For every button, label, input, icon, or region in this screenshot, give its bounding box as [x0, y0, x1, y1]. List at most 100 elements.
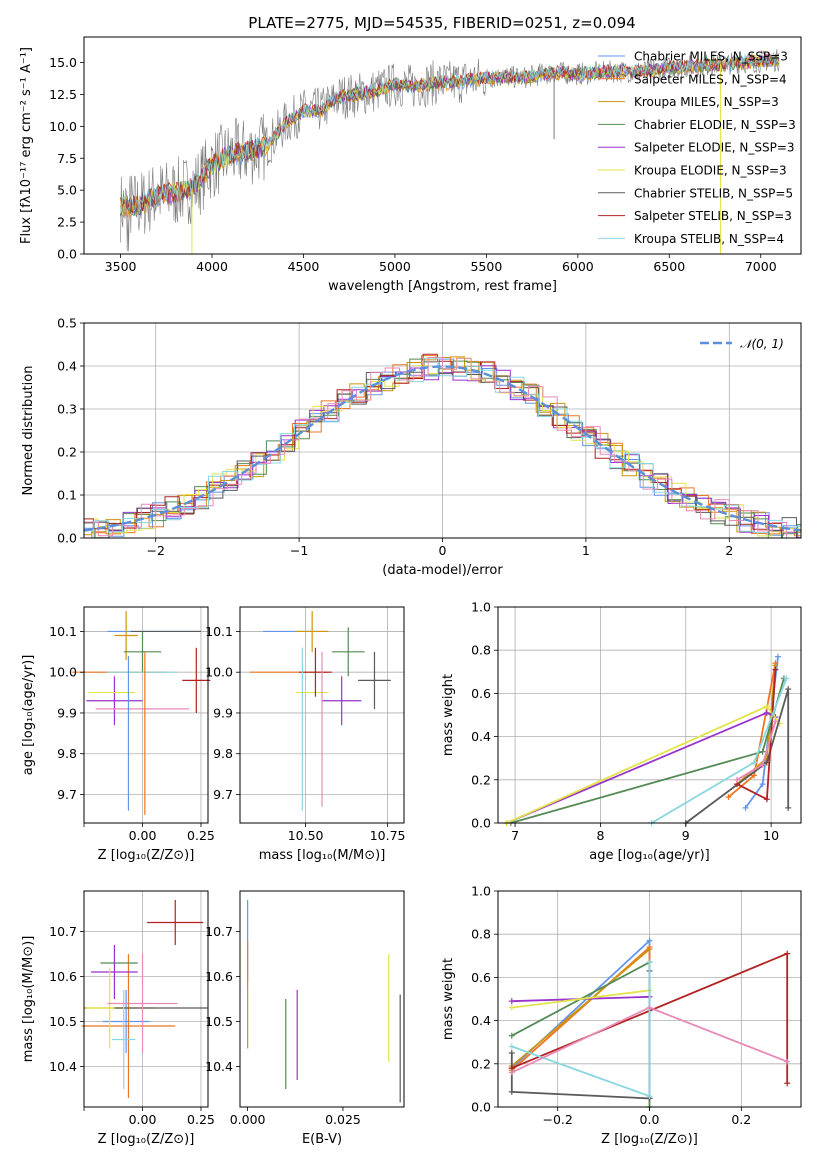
y-tick-label: 10.5	[49, 1014, 77, 1029]
y-axis-label: Normed distribution	[21, 366, 36, 496]
x-tick-label: 1	[582, 543, 590, 558]
y-tick-label: 0.2	[471, 772, 491, 787]
residual-histogram-3	[84, 356, 801, 536]
age-vs-z-frame	[83, 606, 209, 824]
x-tick-label: 0	[439, 543, 447, 558]
x-tick-label: 6500	[653, 259, 685, 274]
age-vs-mass-panel: 10.50 10.75 9.7 9.8 9.9 10.0 10.1 mass [log₁₀(M…	[205, 606, 405, 863]
weight-point	[785, 686, 792, 693]
errorbar-point	[123, 631, 162, 673]
y-tick-label: 1.0	[471, 884, 491, 899]
mass-vs-ebv-panel: 0.000 0.025 10.4 10.5 10.6 10.7 E(B-V)	[205, 890, 405, 1147]
weight-point	[759, 761, 766, 768]
weight-vs-z-plot-area	[508, 937, 791, 1110]
x-axis-label: age [log₁₀(age/yr)]	[589, 848, 710, 863]
weight-series-7	[685, 688, 790, 824]
mass-vs-z-panel: 0.00 0.25 10.4 10.5 10.6 10.7 Z [log₁₀(Z/Z⊙)] m…	[21, 890, 215, 1147]
weight-series-4	[511, 960, 651, 1107]
normal-curve	[84, 365, 801, 532]
x-tick-label: 7000	[745, 259, 777, 274]
errorbar-point	[331, 627, 365, 677]
errorbar-point	[107, 954, 178, 1053]
x-tick-label: 10	[763, 828, 779, 843]
weight-point	[508, 1050, 515, 1056]
weight-point	[783, 675, 790, 682]
y-tick-label: 2.5	[57, 215, 77, 230]
mass-vs-ebv-frame	[239, 890, 405, 1108]
y-tick-label: 10.0	[49, 665, 77, 680]
y-axis-label: mass weight	[441, 958, 456, 1040]
y-tick-label: 10.5	[205, 1014, 233, 1029]
y-tick-label: 0.2	[57, 445, 77, 460]
x-axis-label: (data-model)/error	[382, 563, 503, 578]
model-line-9	[120, 52, 780, 214]
weight-vs-age-frame	[497, 606, 802, 824]
x-axis-label: Z [log₁₀(Z/Z⊙)]	[98, 848, 195, 863]
x-tick-label: 2	[725, 543, 733, 558]
y-tick-label: 0.0	[57, 247, 77, 262]
errorbar-point	[299, 647, 332, 697]
x-tick-label: 8	[596, 828, 604, 843]
x-tick-label: 0.00	[129, 1112, 157, 1127]
y-tick-label: 0.0	[471, 816, 491, 831]
legend-label: 𝒩(0, 1)	[740, 337, 784, 351]
y-tick-label: 10.6	[49, 969, 77, 984]
model-line-7	[120, 53, 780, 216]
errorbar-point	[114, 611, 138, 660]
errorbar-point	[147, 900, 204, 945]
y-tick-label: 9.8	[213, 746, 233, 761]
weight-point	[751, 759, 758, 766]
errorbar-point	[86, 676, 143, 726]
errorbar-point	[322, 676, 362, 726]
y-tick-label: 0.2	[471, 1056, 491, 1071]
y-axis-label: age [log₁₀(age/yr)]	[21, 655, 36, 776]
legend-label: Salpeter ELODIE, N_SSP=3	[634, 141, 795, 155]
x-tick-label: 0.25	[187, 828, 215, 843]
y-axis-label: mass [log₁₀(M/M⊙)]	[21, 936, 36, 1063]
weight-vs-age-grid	[498, 606, 801, 824]
age-vs-z-panel: 0.00 0.25 9.7 9.8 9.9 10.0 10.1 Z [log₁₀(Z/Z⊙)]…	[21, 606, 215, 863]
model-line-8	[120, 53, 780, 214]
weight-vs-age-panel: 7 8 9 10 0.0 0.2 0.4 0.6 0.8 1.0 age [log₁₀(age/yr…	[441, 600, 802, 863]
legend-label: Kroupa ELODIE, N_SSP=3	[634, 164, 787, 178]
mass-vs-ebv-plot-area	[247, 900, 401, 1103]
errorbar-point	[295, 611, 329, 652]
weight-point	[646, 937, 653, 944]
x-tick-label: 0.25	[187, 1112, 215, 1127]
weight-point	[508, 1088, 515, 1095]
y-tick-label: 10.4	[205, 1059, 233, 1074]
y-tick-label: 10.0	[205, 665, 233, 680]
x-tick-label: 7	[511, 828, 519, 843]
errorbar-point	[112, 990, 136, 1089]
weight-point	[508, 1043, 515, 1050]
spectrum-frame	[83, 36, 802, 255]
x-axis-label: Z [log₁₀(Z/Z⊙)]	[98, 1132, 195, 1147]
y-tick-label: 0.0	[471, 1100, 491, 1115]
y-tick-label: 0.8	[471, 927, 491, 942]
x-tick-label: 10.50	[288, 828, 324, 843]
weight-point	[751, 772, 758, 779]
x-axis-label: E(B-V)	[302, 1132, 342, 1147]
weight-point	[759, 781, 766, 788]
legend-label: Chabrier ELODIE, N_SSP=3	[634, 118, 796, 132]
weight-point	[508, 1004, 515, 1011]
y-tick-label: 9.9	[213, 705, 233, 720]
x-tick-label: 3500	[105, 259, 137, 274]
errorbar-point	[81, 954, 176, 1098]
errorbar-point	[102, 990, 150, 1053]
y-tick-label: 0.6	[471, 970, 491, 985]
x-tick-label: 0.0	[640, 1112, 660, 1127]
weight-point	[785, 804, 792, 811]
weight-point	[772, 718, 779, 725]
x-tick-label: 9	[682, 828, 690, 843]
y-tick-label: 0.4	[471, 1013, 491, 1028]
y-tick-label: 0.3	[57, 402, 77, 417]
weight-point	[646, 1004, 653, 1011]
y-axis-label: Flux [fλ10⁻¹⁷ erg cm⁻² s⁻¹ A⁻¹]	[19, 47, 34, 244]
y-tick-label: 9.8	[57, 746, 77, 761]
spectrum-plot-area	[120, 49, 780, 254]
y-tick-label: 9.7	[213, 787, 233, 802]
weight-series-6	[511, 989, 650, 1009]
residuals-legend: 𝒩(0, 1)	[700, 337, 784, 351]
